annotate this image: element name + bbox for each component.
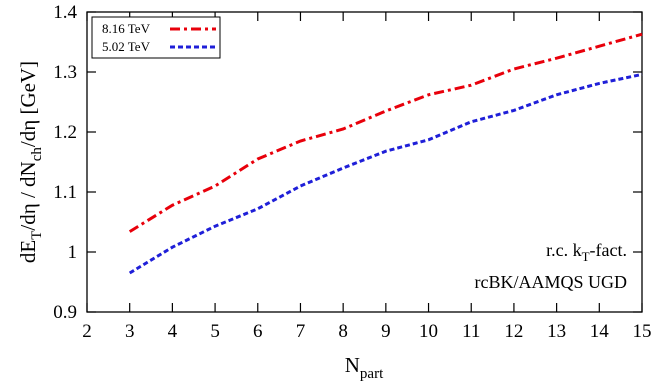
x-tick-label: 13 xyxy=(547,321,566,342)
y-tick-label: 1.3 xyxy=(53,62,77,83)
x-tick-labels: 2 3 4 5 6 7 8 9 10 11 12 13 14 15 xyxy=(82,321,651,342)
plot-frame xyxy=(86,11,643,313)
y-tick-label: 0.9 xyxy=(53,302,77,323)
y-tick-label: 1.2 xyxy=(53,122,77,143)
x-tick-label: 7 xyxy=(296,321,306,342)
x-tick-label: 14 xyxy=(590,321,610,342)
axis-ticks xyxy=(86,11,643,313)
legend: 8.16 TeV 5.02 TeV xyxy=(91,16,221,59)
x-tick-label: 9 xyxy=(381,321,391,342)
y-tick-label: 1.4 xyxy=(53,2,77,23)
x-tick-label: 2 xyxy=(82,321,92,342)
x-tick-label: 5 xyxy=(210,321,220,342)
y-axis-title: dET/dη / dNch/dη [GeV] xyxy=(16,61,45,263)
annotation-ugd: rcBK/AAMQS UGD xyxy=(475,272,628,292)
x-tick-label: 11 xyxy=(462,321,480,342)
x-tick-label: 12 xyxy=(504,321,523,342)
series-line-2 xyxy=(128,72,643,275)
x-tick-label: 3 xyxy=(125,321,135,342)
y-tick-labels: 0.9 1 1.1 1.2 1.3 1.4 xyxy=(53,2,77,323)
x-tick-label: 8 xyxy=(338,321,348,342)
svg-text:dET/dη / dNch/dη [GeV]: dET/dη / dNch/dη [GeV] xyxy=(16,61,45,263)
y-tick-label: 1.1 xyxy=(53,182,77,203)
legend-label-1: 8.16 TeV xyxy=(102,21,151,36)
x-tick-label: 15 xyxy=(633,321,652,342)
annotation-method: r.c. kT-fact. xyxy=(546,240,627,264)
legend-box xyxy=(91,16,221,59)
x-tick-label: 6 xyxy=(253,321,263,342)
x-tick-label: 10 xyxy=(419,321,438,342)
legend-label-2: 5.02 TeV xyxy=(102,39,151,54)
x-axis-title: Npart xyxy=(345,353,384,382)
x-tick-label: 4 xyxy=(168,321,178,342)
series-line-1 xyxy=(128,32,643,233)
series-lines xyxy=(128,32,643,275)
y-tick-label: 1 xyxy=(68,242,78,263)
